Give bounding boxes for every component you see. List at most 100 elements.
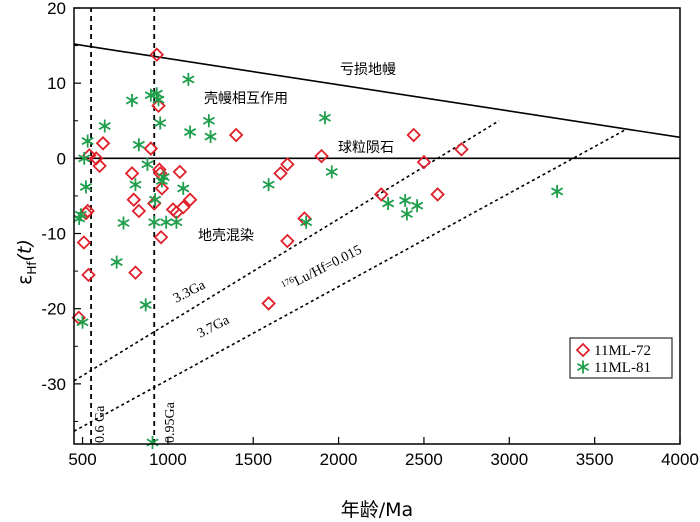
point-11ml-72 — [182, 192, 198, 207]
point-11ml-72 — [131, 203, 147, 219]
asterisk-stroke — [182, 75, 195, 84]
y-axis-title-sub: Hf — [25, 261, 39, 275]
point-11ml-72 — [454, 142, 469, 157]
asterisk-stroke — [183, 128, 197, 137]
point-11ml-81 — [110, 255, 123, 269]
point-11ml-81 — [76, 315, 89, 329]
point-11ml-72 — [261, 296, 276, 311]
lu-hf-text: Lu/Hf=0.015 — [292, 243, 364, 290]
axis-ticks: 500 1000 1500 2000 2500 3000 3500 4000 20 10 0 -10 -… — [41, 0, 698, 469]
point-11ml-72 — [280, 157, 295, 172]
legend-diamond — [575, 342, 591, 358]
asterisk-stroke — [204, 132, 217, 141]
asterisk-stroke — [98, 121, 111, 131]
asterisk-stroke — [382, 199, 395, 208]
asterisk-stroke — [74, 210, 87, 219]
asterisk-stroke — [399, 196, 412, 205]
asterisk-stroke — [148, 218, 161, 227]
legend-label-11ml-81: 11ML-81 — [594, 360, 651, 376]
point-11ml-81 — [160, 215, 173, 229]
asterisk-stroke — [576, 362, 590, 372]
asterisk-stroke — [325, 167, 338, 176]
y-tick-label: -30 — [41, 375, 66, 394]
point-11ml-81 — [300, 215, 313, 229]
asterisk-stroke — [125, 96, 139, 105]
point-11ml-81 — [79, 180, 93, 194]
x-tick-label: 2500 — [405, 450, 443, 469]
asterisk-stroke — [117, 218, 130, 228]
point-11ml-81 — [146, 435, 159, 449]
crust-mantle-interaction-label: 壳幔相互作用 — [204, 90, 288, 107]
point-11ml-81 — [400, 207, 413, 221]
asterisk-stroke — [177, 184, 190, 193]
point-11ml-72 — [149, 47, 165, 62]
point-11ml-72 — [80, 203, 95, 219]
legend-box — [569, 337, 673, 379]
point-11ml-81 — [149, 193, 162, 207]
asterisk-stroke — [149, 195, 162, 204]
x-axis-title: 年龄/Ma — [341, 499, 413, 521]
point-11ml-81 — [125, 93, 139, 107]
asterisk-stroke — [160, 218, 173, 227]
point-11ml-81 — [132, 138, 145, 152]
point-11ml-72 — [175, 199, 191, 215]
crustal-contamination-label: 地壳混染 — [198, 227, 254, 244]
point-11ml-81 — [551, 184, 564, 198]
point-11ml-72 — [430, 187, 445, 202]
point-11ml-72 — [81, 267, 96, 283]
asterisk-stroke — [262, 180, 275, 189]
x-tick-label: 1500 — [234, 450, 272, 469]
x-tick-label: 500 — [68, 450, 96, 469]
x-tick-label: 4000 — [661, 450, 699, 469]
asterisk-stroke — [129, 180, 142, 189]
point-11ml-72 — [126, 192, 142, 207]
point-11ml-81 — [81, 134, 94, 148]
asterisk-stroke — [411, 201, 424, 210]
point-11ml-81 — [170, 215, 183, 229]
x-tick-label: 3500 — [576, 450, 614, 469]
y-axis-title-epsilon: ε — [14, 275, 36, 285]
legend-label-11ml-72: 11ML-72 — [594, 343, 651, 359]
point-11ml-81 — [139, 298, 152, 312]
lu-hf-ratio-label: 176Lu/Hf=0.015 — [279, 241, 364, 296]
asterisk-stroke — [141, 160, 154, 169]
asterisk-stroke — [76, 318, 89, 327]
legend-asterisk — [576, 360, 590, 374]
point-11ml-81 — [152, 93, 165, 107]
x-tick-label: 1000 — [149, 450, 187, 469]
point-11ml-81 — [157, 170, 170, 184]
point-11ml-81 — [177, 181, 190, 195]
depleted-mantle-label: 亏损地幔 — [340, 62, 396, 78]
asterisk-stroke — [300, 218, 313, 227]
point-11ml-81 — [202, 114, 215, 128]
point-11ml-81 — [154, 116, 167, 130]
asterisk-stroke — [400, 209, 413, 219]
point-11ml-72 — [76, 235, 92, 250]
point-11ml-81 — [141, 157, 154, 171]
point-11ml-81 — [399, 193, 412, 207]
asterisk-stroke — [79, 182, 93, 191]
point-11ml-81 — [74, 208, 87, 222]
point-11ml-81 — [78, 151, 91, 165]
x-tick-label: 2000 — [320, 450, 358, 469]
point-11ml-72 — [151, 98, 166, 113]
y-tick-label: -10 — [41, 225, 66, 244]
point-11ml-72 — [273, 166, 288, 181]
asterisk-stroke — [170, 218, 183, 227]
y-tick-label: 0 — [57, 149, 66, 168]
asterisk-stroke — [157, 173, 170, 182]
point-11ml-72 — [95, 136, 111, 151]
point-11ml-81 — [129, 178, 142, 192]
point-11ml-72 — [92, 158, 107, 174]
point-11ml-81 — [148, 215, 161, 229]
point-11ml-72 — [416, 154, 432, 170]
point-11ml-72 — [280, 233, 295, 249]
point-11ml-81 — [325, 165, 338, 179]
age-0-6-label: 0.6 Ga — [93, 405, 108, 443]
y-tick-label: 10 — [47, 74, 66, 93]
point-11ml-72 — [153, 230, 169, 245]
point-11ml-81 — [182, 72, 195, 86]
point-11ml-72 — [172, 164, 188, 180]
data-points — [71, 47, 564, 449]
